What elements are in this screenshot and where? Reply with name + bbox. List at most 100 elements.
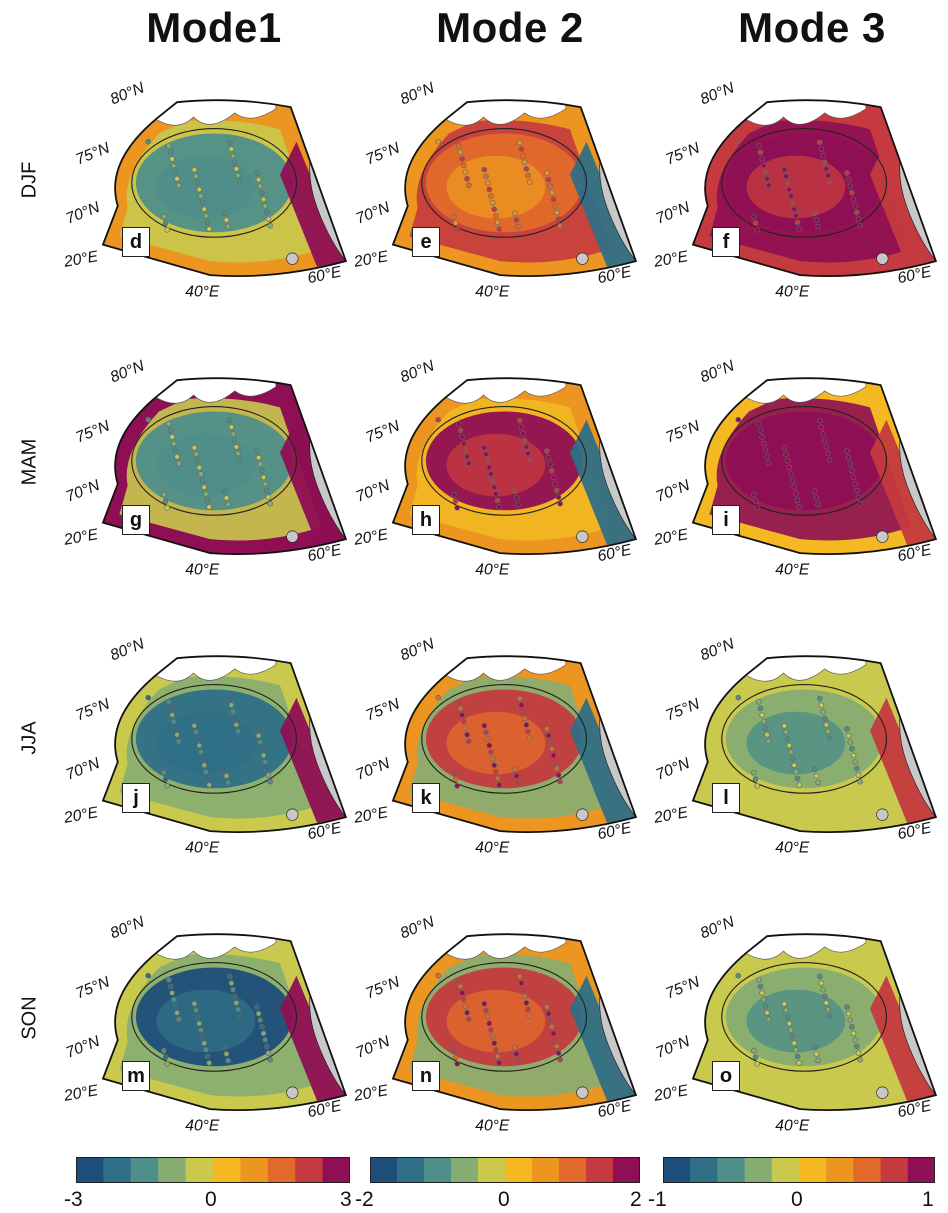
axis-label-lon20: 20°E [62,526,100,549]
axis-label-lon20: 20°E [352,1082,390,1105]
axis-label-lat75: 75°N [663,695,702,724]
axis-label-lat70: 70°N [653,1033,692,1062]
axis-label-lon40: 40°E [185,284,220,301]
axis-label-lon60: 60°E [596,819,633,843]
axis-label-lon20: 20°E [352,804,390,827]
map-panel-m: 80°N 75°N 70°N 20°E 40°E 60°E [62,896,380,1166]
colorbar-swatch [799,1157,827,1183]
axis-label-lon40: 40°E [775,840,810,857]
colorbar-swatch [771,1157,800,1183]
axis-label-lat75: 75°N [663,973,702,1002]
mode3-title: Mode 3 [738,4,886,51]
axis-label-lat75: 75°N [73,973,112,1002]
colorbar-swatch [185,1157,214,1183]
axis-label-lon20: 20°E [352,526,390,549]
axis-label-lat70: 70°N [353,199,392,228]
panel-letter-k: k [412,783,440,813]
colorbar-swatch [907,1157,935,1183]
axis-label-lon60: 60°E [596,1097,633,1121]
panel-letter-f: f [712,227,740,257]
colorbar-swatch [370,1157,398,1183]
colorbar-mode3-min: -1 [648,1188,667,1211]
axis-label-lon40: 40°E [475,284,510,301]
map-panel-n: 80°N 75°N 70°N 20°E 40°E 60°E [352,896,670,1166]
map-m: 80°N 75°N 70°N 20°E 40°E 60°E [62,913,348,1135]
axis-label-lat70: 70°N [353,477,392,506]
panel-letter-n: n [412,1061,440,1091]
map-h: 80°N 75°N 70°N 20°E 40°E 60°E [352,357,638,579]
colorbar-mode2 [370,1157,644,1183]
axis-label-lon60: 60°E [896,263,933,287]
colorbar-swatch [158,1157,187,1183]
axis-label-lat80: 80°N [698,913,737,942]
axis-label-lat75: 75°N [73,139,112,168]
axis-label-lon40: 40°E [185,1118,220,1135]
map-panel-o: 80°N 75°N 70°N 20°E 40°E 60°E [652,896,948,1166]
axis-label-lon60: 60°E [306,1097,343,1121]
axis-label-lat70: 70°N [653,199,692,228]
season-label-son: SON [18,996,41,1040]
colorbar-swatch [853,1157,882,1183]
axis-label-lat75: 75°N [663,417,702,446]
panel-letter-l: l [712,783,740,813]
map-i: 80°N 75°N 70°N 20°E 40°E 60°E [652,357,938,579]
colorbar-swatch [826,1157,854,1183]
colorbar-swatch [744,1157,773,1183]
season-label-jja: JJA [18,721,41,755]
axis-label-lon60: 60°E [596,263,633,287]
axis-label-lon20: 20°E [62,248,100,271]
colorbar-mode3 [663,1157,937,1183]
colorbar-swatch [586,1157,614,1183]
season-label-mam: MAM [18,438,41,486]
axis-label-lon40: 40°E [185,562,220,579]
axis-label-lon40: 40°E [475,840,510,857]
axis-label-lon20: 20°E [652,804,690,827]
axis-label-lat70: 70°N [653,755,692,784]
axis-label-lon20: 20°E [352,248,390,271]
colorbar-swatch [267,1157,296,1183]
colorbar-mode3-mid: 0 [791,1188,803,1211]
colorbar-swatch [451,1157,479,1183]
axis-label-lon60: 60°E [596,541,633,565]
axis-label-lon40: 40°E [775,1118,810,1135]
axis-label-lat75: 75°N [363,139,402,168]
axis-label-lon20: 20°E [652,1082,690,1105]
axis-label-lon40: 40°E [775,284,810,301]
colorbar-swatch [505,1157,533,1183]
axis-label-lat80: 80°N [398,357,437,386]
axis-label-lat75: 75°N [363,417,402,446]
axis-label-lat80: 80°N [398,913,437,942]
panel-letter-h: h [412,505,440,535]
axis-label-lat75: 75°N [73,695,112,724]
map-g: 80°N 75°N 70°N 20°E 40°E 60°E [62,357,348,579]
colorbar-swatch [213,1157,241,1183]
axis-label-lat70: 70°N [63,199,102,228]
axis-label-lat80: 80°N [398,635,437,664]
colorbar-swatch [559,1157,587,1183]
axis-label-lat70: 70°N [63,755,102,784]
axis-label-lat70: 70°N [353,755,392,784]
colorbar-swatch [478,1157,506,1183]
map-n: 80°N 75°N 70°N 20°E 40°E 60°E [352,913,638,1135]
panel-letter-d: d [122,227,150,257]
mode2-title: Mode 2 [436,4,584,51]
map-panel-e: 80°N 75°N 70°N 20°E 40°E 60°E [352,62,670,332]
map-panel-j: 80°N 75°N 70°N 20°E 40°E 60°E [62,618,380,888]
map-panel-d: 80°N 75°N 70°N 20°E 40°E 60°E [62,62,380,332]
axis-label-lon40: 40°E [475,562,510,579]
colorbar-swatch [295,1157,324,1183]
axis-label-lon20: 20°E [62,804,100,827]
axis-label-lon60: 60°E [896,819,933,843]
axis-label-lon60: 60°E [306,819,343,843]
axis-label-lat70: 70°N [63,477,102,506]
map-panel-i: 80°N 75°N 70°N 20°E 40°E 60°E [652,340,948,610]
axis-label-lon20: 20°E [62,1082,100,1105]
colorbar-mode1 [76,1157,350,1183]
axis-label-lat80: 80°N [108,635,147,664]
colorbar-swatch [397,1157,425,1183]
axis-label-lat75: 75°N [663,139,702,168]
colorbar-swatch [76,1157,104,1183]
axis-label-lat75: 75°N [363,973,402,1002]
colorbar-swatch [130,1157,159,1183]
panel-letter-i: i [712,505,740,535]
